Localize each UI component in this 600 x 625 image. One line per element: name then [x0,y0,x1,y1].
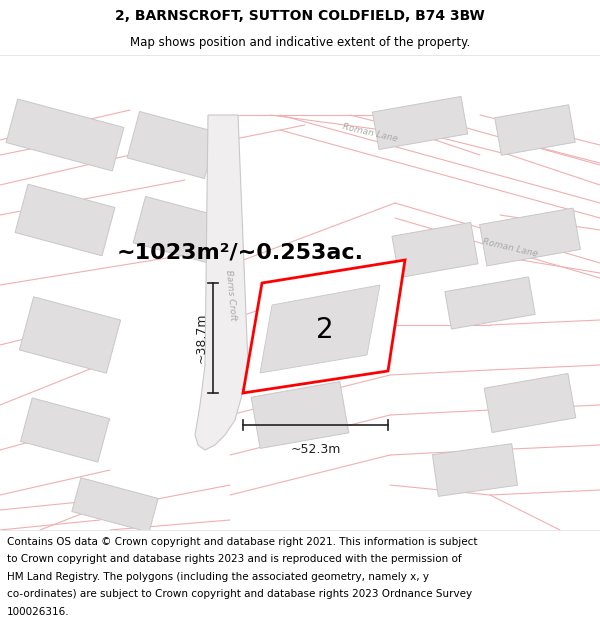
Text: Roman Lane: Roman Lane [341,122,398,144]
Text: Roman Lane: Roman Lane [482,238,538,259]
Text: Barns Croft: Barns Croft [224,269,238,321]
Polygon shape [479,208,580,266]
Polygon shape [373,96,467,149]
Polygon shape [445,277,535,329]
Polygon shape [251,382,349,448]
Polygon shape [127,111,217,179]
Polygon shape [133,196,223,264]
Polygon shape [195,115,248,450]
Text: 2, BARNSCROFT, SUTTON COLDFIELD, B74 3BW: 2, BARNSCROFT, SUTTON COLDFIELD, B74 3BW [115,9,485,24]
Polygon shape [392,222,478,278]
Polygon shape [433,444,518,496]
Polygon shape [19,297,121,373]
Text: HM Land Registry. The polygons (including the associated geometry, namely x, y: HM Land Registry. The polygons (includin… [7,572,429,582]
Text: ~38.7m: ~38.7m [194,312,208,363]
Text: Map shows position and indicative extent of the property.: Map shows position and indicative extent… [130,36,470,49]
Polygon shape [495,105,575,155]
Text: ~1023m²/~0.253ac.: ~1023m²/~0.253ac. [116,243,364,263]
Polygon shape [6,99,124,171]
Polygon shape [260,285,380,373]
Text: 2: 2 [316,316,334,344]
Text: ~52.3m: ~52.3m [290,443,341,456]
Polygon shape [20,398,109,462]
Text: co-ordinates) are subject to Crown copyright and database rights 2023 Ordnance S: co-ordinates) are subject to Crown copyr… [7,589,472,599]
Polygon shape [243,260,405,393]
Text: 100026316.: 100026316. [7,607,70,617]
Polygon shape [72,478,158,532]
Polygon shape [15,184,115,256]
Polygon shape [484,374,576,432]
Text: to Crown copyright and database rights 2023 and is reproduced with the permissio: to Crown copyright and database rights 2… [7,554,462,564]
Text: Contains OS data © Crown copyright and database right 2021. This information is : Contains OS data © Crown copyright and d… [7,537,478,547]
